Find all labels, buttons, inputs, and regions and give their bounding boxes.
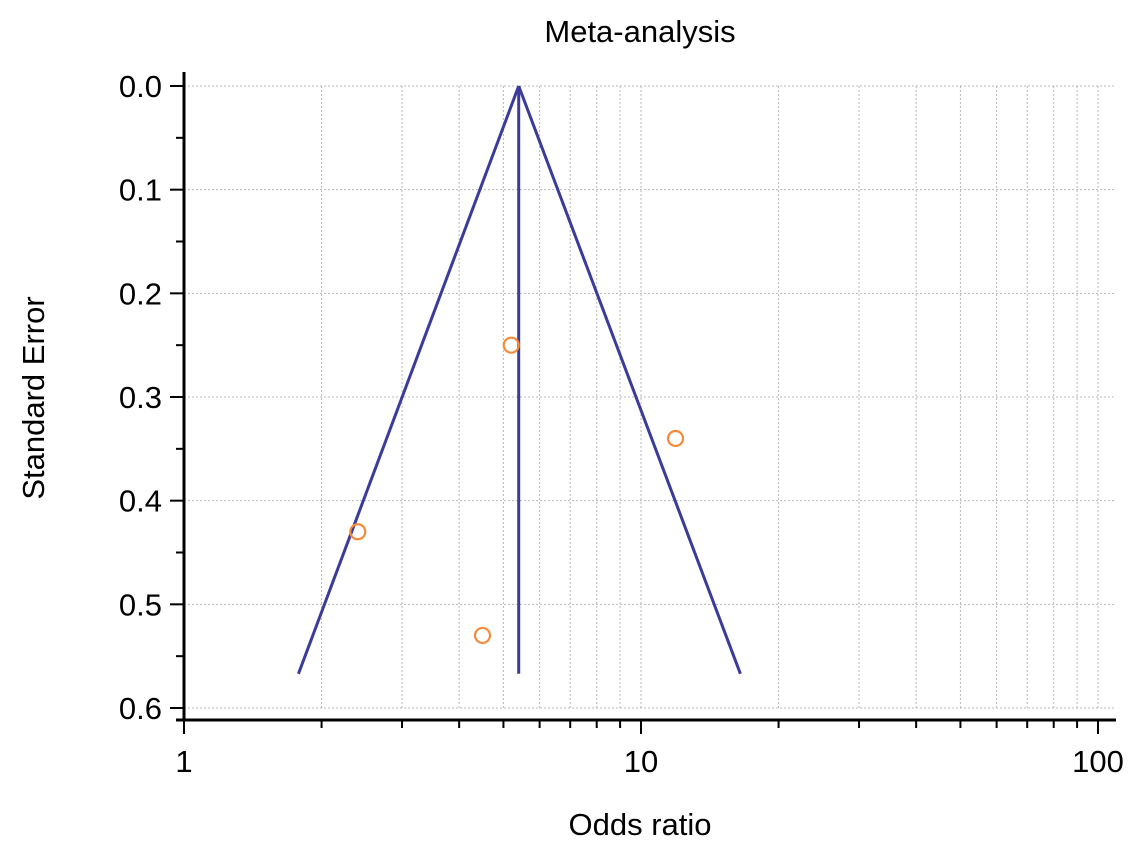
funnel-lines [297,85,742,675]
x-tick-label: 1 [175,744,192,779]
y-tick-labels: 0.0 0.1 0.2 0.3 0.4 0.5 0.6 [119,69,162,726]
y-tick-label: 0.6 [119,691,162,726]
funnel-right-line [517,85,742,675]
x-tick-label: 100 [1072,744,1124,779]
y-tick-label: 0.4 [119,484,162,519]
axes [170,72,1116,734]
x-tick-label: 10 [624,744,658,779]
y-axis-label: Standard Error [16,296,51,499]
y-tick-label: 0.5 [119,587,162,622]
y-tick-label: 0.1 [119,173,162,208]
data-point [666,429,685,448]
data-point [349,523,367,541]
x-axis-label: Odds ratio [568,807,711,841]
chart-title: Meta-analysis [544,14,735,49]
x-tick-labels: 1 10 100 [175,744,1123,779]
y-tick-label: 0.2 [119,276,162,311]
data-point [473,626,492,645]
y-tick-label: 0.0 [119,69,162,104]
data-point [502,336,520,354]
grid [183,85,1116,709]
funnel-left-line [297,85,521,675]
y-tick-label: 0.3 [119,380,162,415]
data-points [349,336,685,645]
